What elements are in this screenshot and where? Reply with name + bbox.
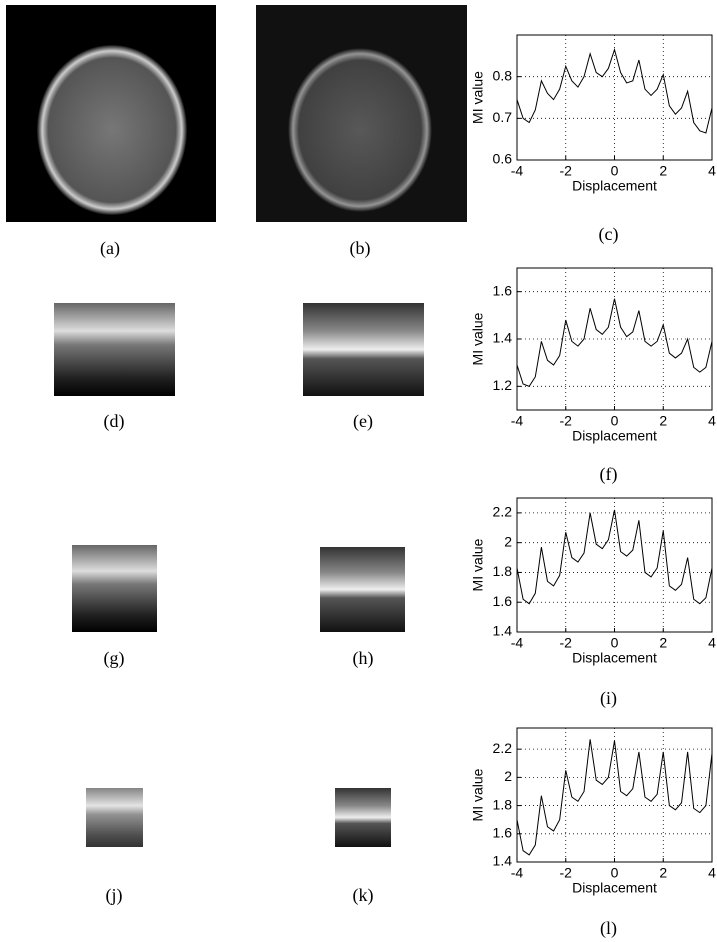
image-e: [303, 303, 424, 396]
x-tick-label: -4: [511, 865, 524, 881]
x-tick-label: -4: [511, 635, 524, 651]
x-axis-label: Displacement: [572, 178, 657, 194]
x-tick-label: 0: [611, 163, 619, 179]
caption: (a): [100, 238, 120, 259]
y-tick-label: 1.6: [493, 593, 513, 609]
x-tick-label: 0: [611, 635, 619, 651]
plot-area: [516, 34, 713, 161]
x-tick-label: 0: [611, 865, 619, 881]
y-tick-label: 1.6: [493, 824, 513, 840]
y-axis-label: MI value: [470, 768, 486, 821]
image-b-head: [288, 48, 432, 212]
x-axis-label: Displacement: [572, 650, 657, 666]
y-tick-label: 1.8: [493, 796, 513, 812]
x-tick-label: -2: [560, 635, 573, 651]
image-j: [86, 788, 143, 847]
x-axis-label: Displacement: [572, 428, 657, 444]
x-tick-label: 4: [708, 635, 716, 651]
image-a-head: [37, 45, 187, 215]
y-tick-label: 1.4: [493, 853, 513, 869]
caption: (f): [600, 464, 618, 485]
caption: (c): [599, 224, 619, 245]
caption: (e): [353, 411, 373, 432]
caption: (d): [104, 411, 125, 432]
y-tick-label: 0.6: [493, 151, 513, 167]
x-tick-label: 2: [659, 635, 667, 651]
y-tick-label: 2: [504, 533, 512, 549]
x-tick-label: 0: [611, 413, 619, 429]
x-tick-label: -2: [560, 865, 573, 881]
data-line: [516, 47, 713, 134]
y-tick-label: 2.2: [493, 504, 513, 520]
data-line: [516, 298, 713, 387]
y-axis-label: MI value: [470, 312, 486, 365]
x-tick-label: 2: [659, 163, 667, 179]
image-g: [72, 545, 157, 632]
y-tick-label: 0.8: [493, 67, 513, 83]
caption: (g): [104, 648, 125, 669]
caption: (l): [600, 918, 617, 939]
x-tick-label: -4: [511, 163, 524, 179]
data-line: [516, 739, 713, 856]
caption: (k): [353, 885, 374, 906]
y-tick-label: 2: [504, 768, 512, 784]
x-tick-label: -4: [511, 413, 524, 429]
y-tick-label: 2.2: [493, 740, 513, 756]
data-line: [516, 509, 713, 605]
x-axis-label: Displacement: [572, 880, 657, 896]
caption: (b): [350, 238, 371, 259]
y-tick-label: 1.4: [493, 330, 513, 346]
x-tick-label: 4: [708, 163, 716, 179]
x-tick-label: -2: [560, 413, 573, 429]
x-tick-label: 4: [708, 413, 716, 429]
y-tick-label: 1.2: [493, 377, 513, 393]
x-tick-label: -2: [560, 163, 573, 179]
plot-area: [516, 727, 713, 863]
x-tick-label: 4: [708, 865, 716, 881]
image-h: [320, 547, 405, 632]
x-tick-label: 2: [659, 413, 667, 429]
image-k: [335, 788, 391, 847]
x-tick-label: 2: [659, 865, 667, 881]
caption: (j): [106, 885, 123, 906]
y-tick-label: 0.7: [493, 109, 513, 125]
caption: (i): [600, 688, 617, 709]
caption: (h): [353, 648, 374, 669]
y-tick-label: 1.6: [493, 282, 513, 298]
image-d: [54, 303, 175, 396]
y-axis-label: MI value: [470, 71, 486, 124]
y-tick-label: 1.4: [493, 623, 513, 639]
y-axis-label: MI value: [470, 538, 486, 591]
y-tick-label: 1.8: [493, 563, 513, 579]
